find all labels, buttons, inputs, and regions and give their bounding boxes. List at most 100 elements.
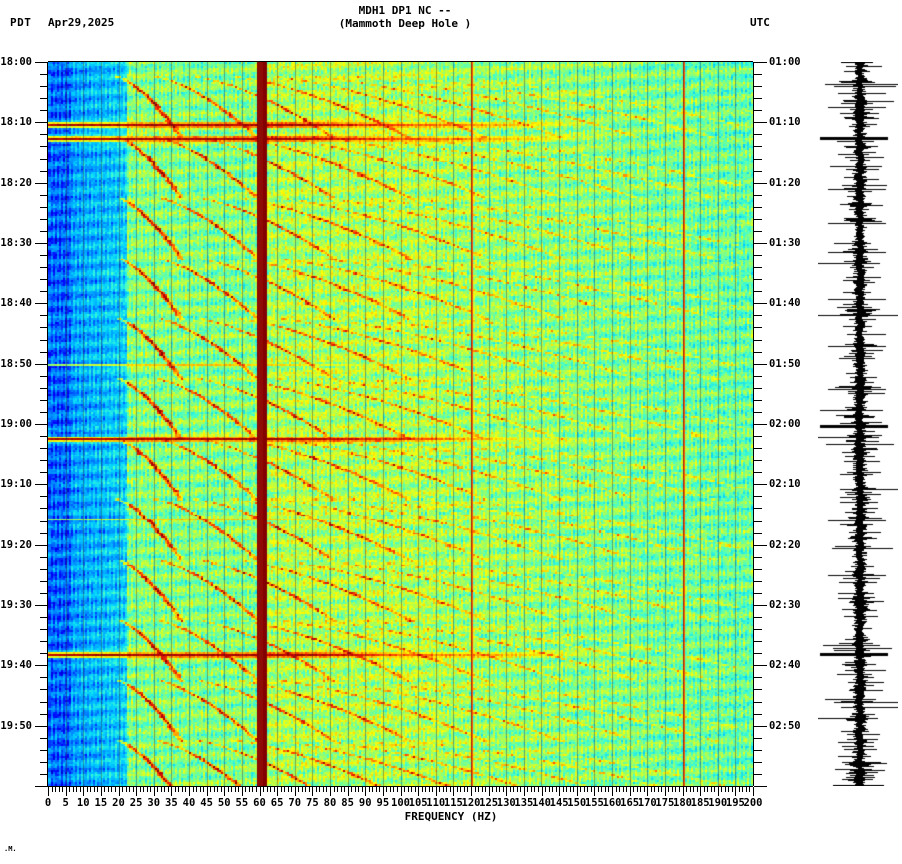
freq-tick-minor [69, 787, 70, 792]
time-label-utc: 01:20 [769, 176, 801, 189]
time-tick-minor-left [40, 98, 48, 99]
freq-tick-minor [115, 787, 116, 792]
freq-tick-minor [108, 787, 109, 792]
freq-tick-minor [256, 787, 257, 792]
time-tick-minor-right [754, 110, 762, 111]
freq-label: 10 [76, 797, 90, 809]
freq-tick-minor [534, 787, 535, 792]
seismogram-trace [818, 62, 898, 786]
freq-tick-minor [59, 787, 60, 792]
time-tick-minor-left [40, 436, 48, 437]
time-tick-minor-right [754, 291, 762, 292]
freq-tick-minor [732, 787, 733, 792]
time-tick-minor-left [40, 74, 48, 75]
freq-tick-major [365, 787, 366, 796]
time-tick-minor-left [40, 207, 48, 208]
time-label-utc: 02:20 [769, 538, 801, 551]
freq-tick-minor [749, 787, 750, 792]
freq-tick-minor [517, 787, 518, 792]
freq-tick-minor [654, 787, 655, 792]
freq-label: 180 [673, 797, 692, 809]
freq-tick-major [665, 787, 666, 796]
time-tick-minor-right [754, 219, 762, 220]
freq-tick-minor [288, 787, 289, 792]
freq-label: 175 [655, 797, 675, 809]
freq-tick-major [348, 787, 349, 796]
freq-tick-minor [376, 787, 377, 792]
freq-tick-major [453, 787, 454, 796]
freq-label: 85 [341, 797, 354, 809]
freq-tick-major [277, 787, 278, 796]
time-tick-minor-left [40, 460, 48, 461]
time-tick-minor-right [754, 629, 762, 630]
freq-tick-minor [73, 787, 74, 792]
time-tick-minor-left [40, 641, 48, 642]
time-tick-minor-right [754, 496, 762, 497]
freq-tick-minor [143, 787, 144, 792]
freq-tick-minor [739, 787, 740, 792]
freq-tick-minor [111, 787, 112, 792]
freq-tick-major [559, 787, 560, 796]
freq-tick-minor [651, 787, 652, 792]
time-tick-minor-left [40, 653, 48, 654]
freq-label: 55 [235, 797, 249, 809]
freq-tick-minor [439, 787, 440, 792]
top-axis-line [48, 61, 753, 62]
freq-tick-minor [668, 787, 669, 792]
time-tick-major-left [35, 665, 48, 666]
time-tick-minor-left [40, 569, 48, 570]
freq-tick-minor [492, 787, 493, 792]
freq-tick-minor [573, 787, 574, 792]
freq-tick-minor [464, 787, 465, 792]
freq-tick-minor [640, 787, 641, 792]
freq-tick-minor [344, 787, 345, 792]
time-tick-minor-left [40, 496, 48, 497]
time-tick-minor-right [754, 255, 762, 256]
freq-tick-major [612, 787, 613, 796]
bottom-axis-line [48, 786, 753, 787]
spectrogram-canvas [48, 62, 753, 786]
time-tick-minor-right [754, 581, 762, 582]
freq-tick-minor [150, 787, 151, 792]
time-label-pdt: 18:50 [0, 357, 32, 370]
freq-tick-minor [690, 787, 691, 792]
time-tick-minor-left [40, 714, 48, 715]
frequency-axis-title: FREQUENCY (HZ) [404, 810, 498, 823]
freq-tick-major [630, 787, 631, 796]
time-tick-major-right [754, 303, 767, 304]
time-tick-major-left [35, 183, 48, 184]
time-tick-major-right [754, 665, 767, 666]
freq-tick-minor [369, 787, 370, 792]
time-tick-major-right [754, 424, 767, 425]
time-tick-minor-left [40, 327, 48, 328]
time-tick-minor-right [754, 98, 762, 99]
freq-tick-minor [429, 787, 430, 792]
time-tick-minor-left [40, 279, 48, 280]
spectrogram-plot[interactable] [48, 62, 753, 786]
freq-tick-minor [362, 787, 363, 792]
time-tick-minor-left [40, 629, 48, 630]
freq-tick-minor [549, 787, 550, 792]
freq-tick-minor [87, 787, 88, 792]
time-tick-minor-left [40, 472, 48, 473]
time-tick-minor-right [754, 134, 762, 135]
freq-tick-major [295, 787, 296, 796]
freq-tick-major [647, 787, 648, 796]
freq-label: 160 [602, 797, 622, 809]
freq-tick-minor [355, 787, 356, 792]
time-tick-minor-right [754, 267, 762, 268]
freq-tick-minor [566, 787, 567, 792]
freq-label: 110 [426, 797, 446, 809]
time-tick-minor-right [754, 231, 762, 232]
freq-tick-minor [221, 787, 222, 792]
freq-tick-major [383, 787, 384, 796]
freq-tick-minor [661, 787, 662, 792]
freq-tick-major [207, 787, 208, 796]
time-tick-minor-right [754, 146, 762, 147]
time-tick-major-right [754, 726, 767, 727]
time-label-pdt: 19:00 [0, 418, 32, 430]
time-label-utc: 01:40 [769, 297, 801, 310]
freq-tick-minor [496, 787, 497, 792]
freq-tick-minor [133, 787, 134, 792]
